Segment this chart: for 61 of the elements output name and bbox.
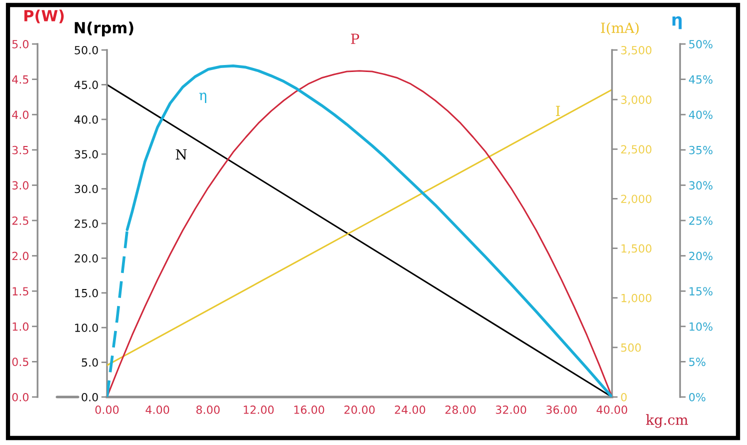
x-axis-title: kg.cm [646,414,688,428]
y-tick-label: 1.0 [12,322,28,331]
y2-tick-label: 3,000 [621,96,652,106]
y2-tick-label: 25% [689,216,712,225]
y-tick-label: 4.5 [12,75,28,84]
y-tick-label: 45.0 [74,80,98,90]
series-label: I [556,106,560,116]
y2-tick-label: 30% [689,181,712,190]
series-label: N [176,149,187,160]
y-tick-label: 35.0 [74,150,98,158]
y-tick-label: 3.5 [12,146,28,154]
x-tick-label: 28.00 [445,406,476,414]
y2-tick-label: 1,000 [622,294,652,304]
y-tick-label: 2.5 [12,216,28,225]
y-tick-label: 3.0 [12,181,28,190]
y2-tick-label: 35% [689,146,712,154]
y-tick-label: 0.5 [12,358,28,366]
x-tick-label: 40.00 [596,406,628,414]
series-label: η [199,92,206,103]
y-tick-label: 0.0 [82,392,98,402]
y-tick-label: 30.0 [74,184,98,194]
y2-tick-label: 15% [690,287,712,296]
y-tick-label: 2.0 [12,252,28,260]
x-tick-label: 12.00 [244,406,274,414]
y2-tick-label: 40% [688,110,712,119]
y2-tick-label: 5% [689,358,706,366]
y-axis-title: P(W) [24,10,64,24]
series-label: P [351,34,360,44]
y2-tick-label: 0% [689,392,706,402]
x-tick-label: 0.00 [95,406,119,414]
y-tick-label: 25.0 [74,219,98,228]
x-tick-label: 32.00 [496,406,526,414]
x-tick-label: 8.00 [196,406,220,414]
y-tick-label: 1.5 [12,287,28,296]
y-tick-label: 5.0 [82,358,98,367]
y2-tick-label: 2,000 [621,194,652,204]
y2-tick-label: 1,500 [622,244,652,254]
y2-tick-label: 45% [688,75,712,84]
y-axis-title: N(rpm) [74,22,134,36]
y-tick-label: 0.0 [12,392,28,402]
y-tick-label: 15.0 [75,288,98,298]
x-tick-label: 20.00 [344,406,375,414]
y2-tick-label: 3,500 [621,46,652,56]
x-tick-label: 36.00 [546,406,577,414]
y-tick-label: 5.0 [12,40,28,48]
y2-tick-label: 500 [621,343,641,352]
y-tick-label: 20.0 [74,254,98,263]
x-tick-label: 16.00 [294,406,324,414]
y-tick-label: 50.0 [74,46,98,54]
y2-tick-label: 50% [689,40,712,48]
y-tick-label: 10.0 [75,324,98,332]
y2-tick-label: 10% [690,322,712,331]
y2-tick-label: 0 [621,392,627,402]
y2-tick-label: 20% [689,252,712,260]
y-tick-label: 4.0 [12,110,28,119]
y2-tick-label: 2,500 [621,145,652,155]
y2-axis-title: I(mA) [601,22,639,35]
x-tick-label: 24.00 [394,406,426,414]
y2-axis-title: η [672,16,682,30]
x-tick-label: 4.00 [146,406,170,414]
y-tick-label: 40.0 [74,115,98,124]
